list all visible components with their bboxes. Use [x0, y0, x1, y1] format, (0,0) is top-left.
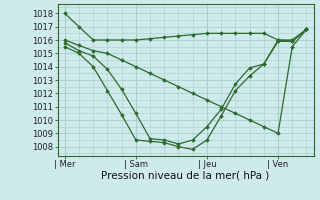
- X-axis label: Pression niveau de la mer( hPa ): Pression niveau de la mer( hPa ): [101, 171, 270, 181]
